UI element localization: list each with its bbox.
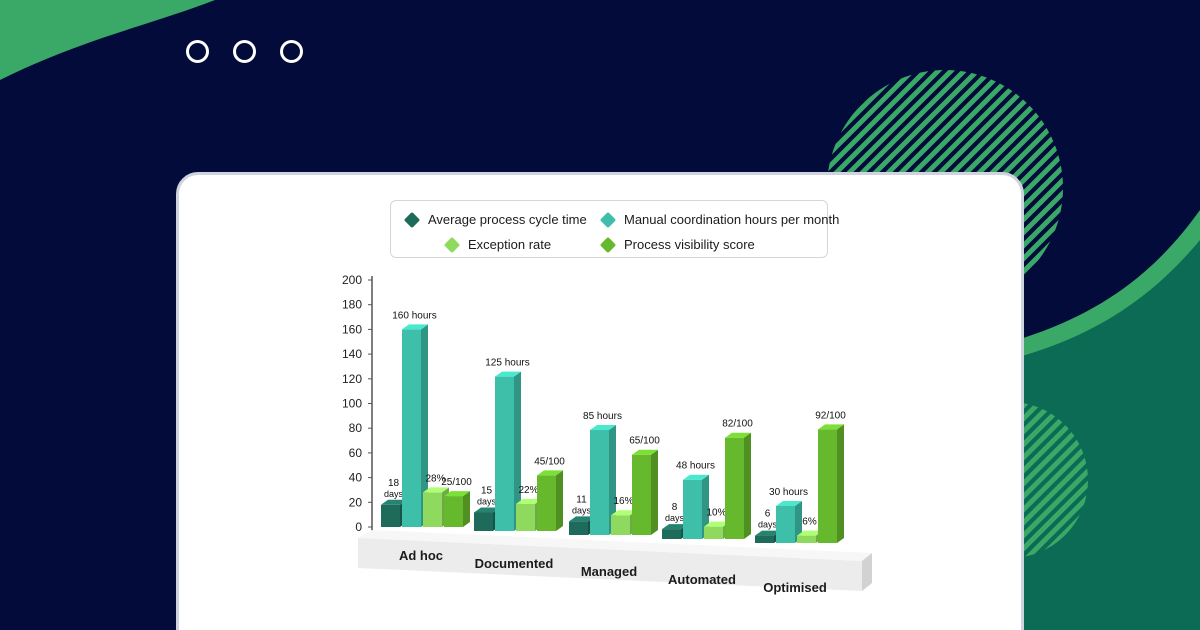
bar bbox=[725, 432, 751, 539]
bar bbox=[632, 449, 658, 535]
y-tick-label: 140 bbox=[342, 347, 362, 361]
data-label: 10% bbox=[706, 508, 726, 519]
data-label: 45/100 bbox=[534, 456, 565, 467]
data-label: 15 bbox=[481, 485, 493, 496]
window-dot-icon bbox=[186, 40, 209, 63]
bar bbox=[590, 425, 616, 535]
legend-label: Manual coordination hours per month bbox=[624, 212, 840, 227]
data-label: 85 hours bbox=[583, 411, 622, 422]
y-tick-label: 60 bbox=[349, 446, 363, 460]
data-label: 92/100 bbox=[815, 410, 846, 421]
y-tick-label: 200 bbox=[342, 273, 362, 287]
legend-label: Average process cycle time bbox=[428, 212, 587, 227]
corner-swoosh bbox=[0, 0, 215, 80]
chart-legend: Average process cycle time Manual coordi… bbox=[390, 200, 839, 258]
data-label: 48 hours bbox=[676, 461, 715, 472]
y-tick-label: 160 bbox=[342, 322, 362, 336]
data-label: 25/100 bbox=[441, 477, 472, 488]
data-label: 30 hours bbox=[769, 487, 808, 498]
legend-item: Average process cycle time bbox=[403, 211, 587, 228]
bar bbox=[683, 474, 709, 539]
data-label: days bbox=[758, 520, 778, 530]
bar bbox=[776, 500, 802, 543]
data-label: 8 bbox=[672, 502, 678, 513]
bar bbox=[818, 424, 844, 543]
data-label: 65/100 bbox=[629, 436, 660, 447]
legend-item: Process visibility score bbox=[599, 236, 755, 253]
x-category-label: Optimised bbox=[763, 580, 827, 595]
data-label: 82/100 bbox=[722, 419, 753, 430]
data-label: 160 hours bbox=[392, 310, 436, 321]
data-label: 16% bbox=[613, 496, 633, 507]
data-label: 6% bbox=[802, 517, 817, 528]
y-tick-label: 40 bbox=[349, 471, 363, 485]
data-label: 125 hours bbox=[485, 358, 529, 369]
y-tick-label: 120 bbox=[342, 372, 362, 386]
y-tick-label: 80 bbox=[349, 421, 363, 435]
data-label: 6 bbox=[765, 509, 771, 520]
bar bbox=[537, 470, 563, 531]
legend-item: Manual coordination hours per month bbox=[599, 211, 840, 228]
data-label: days bbox=[572, 505, 592, 515]
category-platform bbox=[358, 530, 872, 591]
data-label: 11 bbox=[576, 494, 587, 505]
data-label: 22% bbox=[518, 485, 538, 496]
data-label: 28% bbox=[425, 473, 445, 484]
data-label: days bbox=[665, 513, 685, 523]
window-dots bbox=[186, 40, 303, 63]
window-dot-icon bbox=[233, 40, 256, 63]
legend-item: Exception rate bbox=[443, 236, 552, 253]
x-category-label: Automated bbox=[668, 572, 736, 587]
data-label: 18 bbox=[388, 478, 400, 489]
x-category-label: Ad hoc bbox=[399, 548, 443, 563]
data-label: days bbox=[477, 496, 497, 506]
y-tick-label: 20 bbox=[349, 495, 363, 509]
legend-label: Exception rate bbox=[468, 237, 552, 252]
y-tick-label: 180 bbox=[342, 298, 362, 312]
bar bbox=[402, 324, 428, 527]
x-category-label: Managed bbox=[581, 564, 637, 579]
data-label: days bbox=[384, 489, 404, 499]
y-tick-label: 0 bbox=[355, 520, 362, 534]
x-category-label: Documented bbox=[475, 556, 554, 571]
bar bbox=[444, 491, 470, 527]
y-tick-label: 100 bbox=[342, 397, 362, 411]
legend-label: Process visibility score bbox=[624, 237, 755, 252]
window-dot-icon bbox=[280, 40, 303, 63]
bar bbox=[495, 371, 521, 531]
